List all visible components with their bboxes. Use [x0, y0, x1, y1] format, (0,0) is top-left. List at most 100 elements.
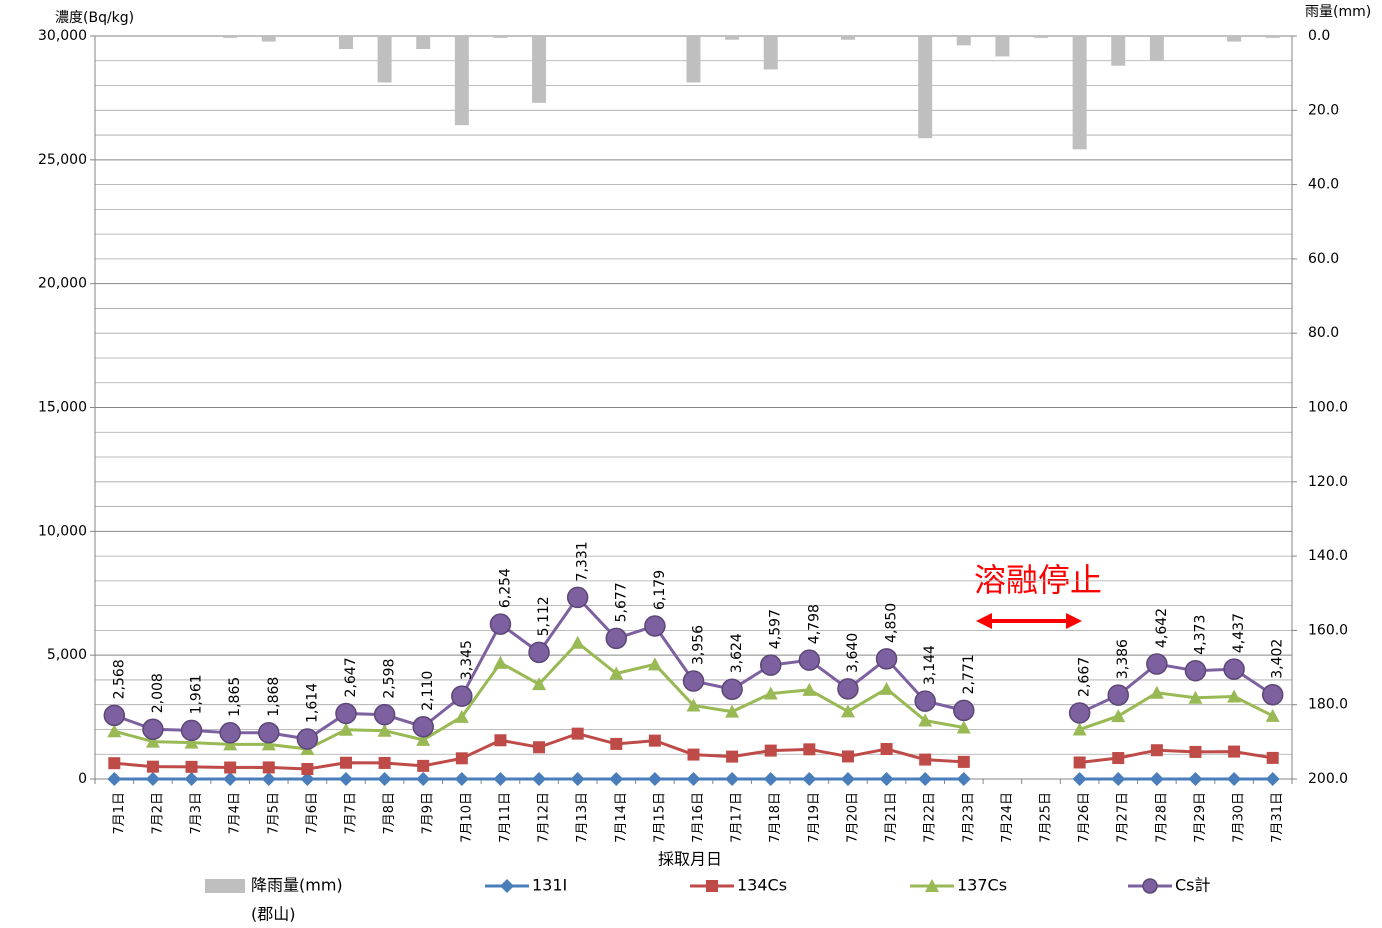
- marker: [1265, 708, 1280, 722]
- data-label: 6,179: [652, 570, 668, 610]
- data-label: 4,798: [806, 604, 822, 644]
- marker: [957, 755, 970, 768]
- marker: [1223, 658, 1245, 680]
- marker: [1111, 772, 1126, 786]
- rain-bar: [1034, 36, 1049, 38]
- x-tick-label: 7月4日: [228, 792, 243, 835]
- x-tick-label: 7月17日: [730, 792, 745, 843]
- x-tick-label: 7月5日: [266, 792, 281, 835]
- x-tick-label: 7月16日: [691, 792, 706, 843]
- marker: [610, 737, 623, 750]
- marker: [107, 724, 122, 738]
- marker: [798, 649, 821, 671]
- marker: [300, 772, 315, 786]
- data-label: 5,112: [536, 596, 552, 636]
- x-tick-label: 7月15日: [652, 792, 667, 843]
- x-tick-label: 7月7日: [343, 792, 358, 835]
- data-label: 1,961: [189, 674, 205, 714]
- marker: [301, 762, 314, 775]
- marker: [1184, 659, 1207, 682]
- rain-bars: [223, 36, 1280, 150]
- data-label: 1,614: [304, 683, 320, 723]
- y-tick-label: 10,000: [38, 523, 87, 539]
- rain-bar: [377, 36, 392, 83]
- marker: [956, 720, 971, 734]
- marker: [145, 734, 160, 748]
- marker: [261, 772, 276, 786]
- x-tick-label: 7月10日: [459, 792, 474, 843]
- marker: [454, 772, 469, 786]
- marker: [223, 772, 238, 786]
- marker: [532, 772, 547, 786]
- series-triangle: [107, 635, 1280, 756]
- data-label: 2,568: [111, 659, 127, 699]
- marker: [841, 750, 854, 763]
- rain-bar: [532, 36, 547, 103]
- marker: [918, 772, 933, 786]
- marker: [223, 737, 238, 751]
- marker: [570, 772, 585, 786]
- marker: [1227, 772, 1242, 786]
- marker: [532, 677, 547, 691]
- series-diamond: [107, 772, 1280, 786]
- marker: [726, 750, 739, 763]
- legend-marker: [1142, 878, 1158, 894]
- marker: [378, 756, 391, 769]
- marker: [493, 655, 508, 669]
- marker: [1149, 772, 1164, 786]
- x-tick-label: 7月9日: [421, 792, 436, 835]
- marker: [489, 613, 512, 635]
- marker: [261, 737, 276, 751]
- marker: [725, 704, 740, 718]
- marker: [493, 772, 508, 786]
- data-label: 4,850: [884, 603, 900, 643]
- data-label: 3,345: [459, 640, 475, 680]
- marker: [840, 772, 855, 786]
- marker: [296, 728, 319, 750]
- data-label: 4,437: [1231, 613, 1247, 653]
- y2-tick-label: 140.0: [1308, 548, 1348, 564]
- marker: [145, 772, 160, 786]
- marker: [647, 772, 662, 786]
- marker: [648, 734, 661, 747]
- rain-bar: [261, 36, 276, 42]
- marker: [184, 772, 199, 786]
- x-tick-label: 7月29日: [1193, 792, 1208, 843]
- marker: [1068, 702, 1091, 724]
- x-tick-label: 7月31日: [1270, 792, 1285, 843]
- marker: [219, 722, 241, 744]
- x-tick-label: 7月18日: [768, 792, 783, 843]
- rain-bar: [1111, 36, 1126, 66]
- marker: [142, 718, 164, 741]
- marker: [914, 690, 936, 712]
- y2-tick-label: 100.0: [1308, 400, 1348, 416]
- rain-bar: [223, 36, 238, 38]
- y-tick-label: 30,000: [38, 28, 87, 44]
- marker: [108, 757, 121, 770]
- x-tick-label: 7月3日: [189, 792, 204, 835]
- marker: [416, 772, 431, 786]
- marker: [377, 723, 392, 737]
- y2-tick-label: 40.0: [1308, 177, 1339, 193]
- marker: [609, 772, 624, 786]
- marker: [763, 686, 778, 700]
- data-label: 4,373: [1192, 615, 1208, 655]
- marker: [185, 760, 198, 773]
- x-tick-label: 7月26日: [1077, 792, 1092, 843]
- x-tick-label: 7月8日: [382, 792, 397, 835]
- marker: [1072, 722, 1087, 736]
- data-label: 2,110: [420, 671, 436, 711]
- marker: [339, 756, 352, 769]
- legend-note: (郡山): [251, 905, 296, 924]
- marker: [338, 772, 353, 786]
- y-tick-label: 5,000: [47, 647, 87, 663]
- data-label: 5,677: [613, 582, 629, 622]
- marker: [759, 654, 782, 676]
- marker: [802, 682, 817, 696]
- y-tick-label: 15,000: [38, 400, 87, 416]
- x-tick-label: 7月11日: [498, 792, 513, 843]
- marker: [258, 721, 280, 744]
- marker: [875, 648, 898, 670]
- marker: [953, 699, 975, 722]
